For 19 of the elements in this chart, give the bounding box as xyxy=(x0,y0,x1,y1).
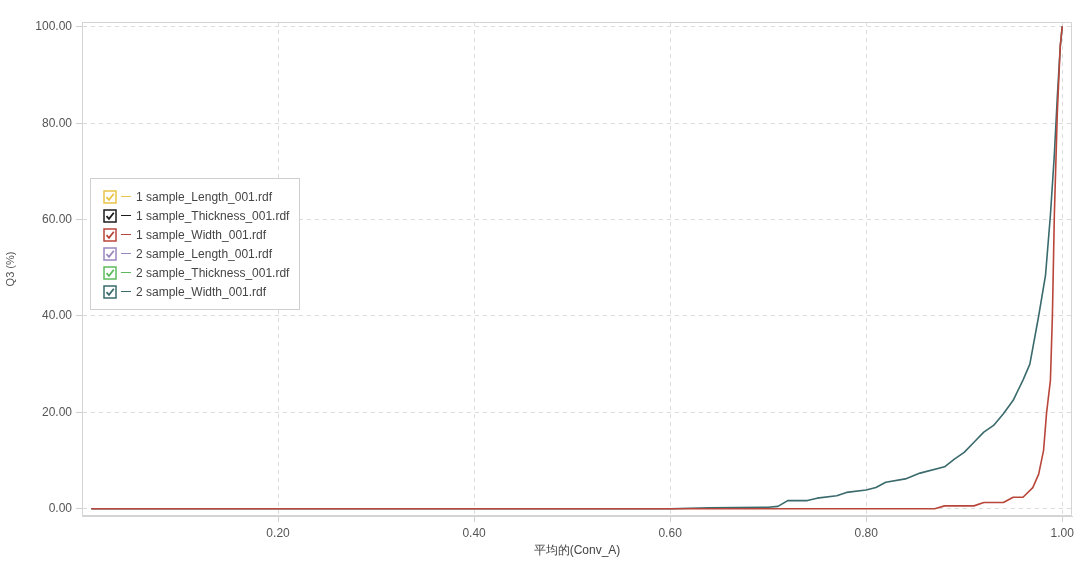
y-axis-title: Q3 (%) xyxy=(3,251,16,287)
x-tick-label: 0.80 xyxy=(854,525,879,540)
y-tick-label: 80.00 xyxy=(41,115,73,130)
legend-label: 2 sample_Thickness_001.rdf xyxy=(136,265,290,280)
legend-label: 1 sample_Length_001.rdf xyxy=(136,189,273,204)
y-tick-label: 100.00 xyxy=(35,19,73,34)
legend-label: 1 sample_Width_001.rdf xyxy=(136,227,267,242)
x-tick-label: 0.40 xyxy=(462,525,487,540)
y-tick-label: 0.00 xyxy=(48,501,73,516)
x-tick-label: 1.00 xyxy=(1050,525,1075,540)
y-tick-label: 20.00 xyxy=(41,404,73,419)
y-tick-label: 60.00 xyxy=(41,211,73,226)
legend-label: 2 sample_Length_001.rdf xyxy=(136,246,273,261)
legend-label: 1 sample_Thickness_001.rdf xyxy=(136,208,290,223)
y-tick-label: 40.00 xyxy=(41,308,73,323)
x-tick-label: 0.20 xyxy=(266,525,291,540)
legend-label: 2 sample_Width_001.rdf xyxy=(136,284,267,299)
x-axis-title: 平均的(Conv_A) xyxy=(533,543,621,558)
x-tick-label: 0.60 xyxy=(658,525,683,540)
